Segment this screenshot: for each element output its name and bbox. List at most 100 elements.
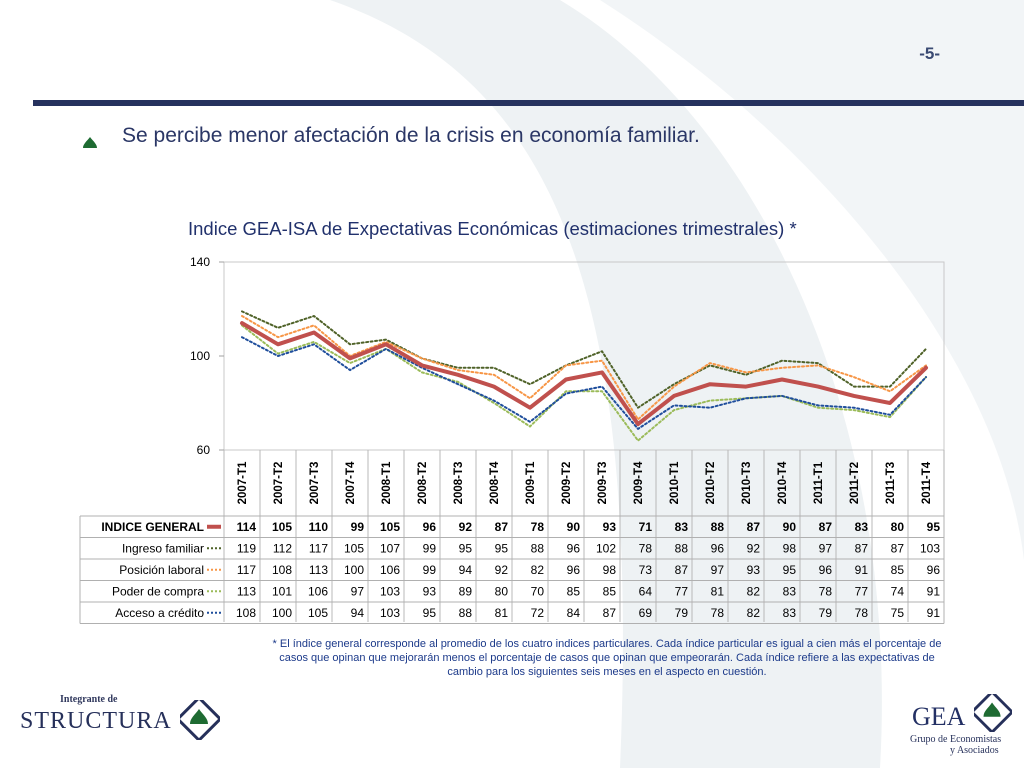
data-cell: 88 bbox=[531, 541, 545, 555]
data-cell: 117 bbox=[237, 563, 256, 577]
data-cell: 75 bbox=[891, 606, 905, 620]
series-line-3 bbox=[241, 324, 927, 442]
data-cell: 82 bbox=[747, 584, 761, 598]
data-cell: 95 bbox=[495, 541, 509, 555]
data-cell: 97 bbox=[819, 541, 833, 555]
data-cell: 78 bbox=[531, 520, 545, 534]
data-cell: 108 bbox=[272, 563, 292, 577]
data-cell: 96 bbox=[711, 541, 725, 555]
data-cell: 106 bbox=[380, 563, 400, 577]
data-cell: 79 bbox=[675, 606, 689, 620]
legend-label: INDICE GENERAL bbox=[101, 520, 204, 534]
data-cell: 85 bbox=[891, 563, 905, 577]
series-line-4 bbox=[241, 336, 927, 430]
data-cell: 91 bbox=[855, 563, 869, 577]
data-cell: 88 bbox=[711, 520, 725, 534]
data-cell: 97 bbox=[351, 584, 365, 598]
gea-logo: GEA Grupo de Economistas y Asociados bbox=[908, 694, 1018, 758]
structura-emblem-icon bbox=[180, 700, 220, 740]
data-cell: 90 bbox=[567, 520, 581, 534]
x-tick-label: 2009-T1 bbox=[525, 461, 537, 504]
data-cell: 96 bbox=[423, 520, 437, 534]
data-cell: 99 bbox=[423, 563, 437, 577]
data-cell: 103 bbox=[380, 606, 400, 620]
data-cell: 100 bbox=[272, 606, 292, 620]
data-cell: 105 bbox=[272, 520, 292, 534]
data-cell: 91 bbox=[927, 606, 941, 620]
data-cell: 100 bbox=[344, 563, 364, 577]
data-cell: 117 bbox=[309, 541, 328, 555]
data-cell: 92 bbox=[459, 520, 473, 534]
data-cell: 70 bbox=[531, 584, 545, 598]
data-cell: 103 bbox=[920, 541, 940, 555]
data-cell: 103 bbox=[380, 584, 400, 598]
data-cell: 83 bbox=[855, 520, 869, 534]
legend-label: Ingreso familiar bbox=[122, 541, 204, 555]
x-tick-label: 2008-T3 bbox=[453, 462, 465, 505]
data-cell: 88 bbox=[675, 541, 689, 555]
data-cell: 119 bbox=[237, 541, 256, 555]
y-tick-label: 100 bbox=[190, 349, 210, 363]
structura-tagline: Integrante de bbox=[60, 694, 118, 705]
legend-label: Acceso a crédito bbox=[115, 606, 204, 620]
data-cell: 72 bbox=[531, 606, 545, 620]
series-line-general bbox=[240, 321, 928, 427]
data-cell: 105 bbox=[344, 541, 364, 555]
x-tick-label: 2007-T4 bbox=[345, 461, 357, 504]
data-cell: 81 bbox=[495, 606, 509, 620]
data-cell: 88 bbox=[459, 606, 473, 620]
data-cell: 78 bbox=[855, 606, 869, 620]
data-cell: 81 bbox=[711, 584, 725, 598]
y-tick-label: 140 bbox=[190, 255, 210, 269]
data-cell: 89 bbox=[459, 584, 473, 598]
data-cell: 96 bbox=[927, 563, 941, 577]
legend-label: Poder de compra bbox=[112, 584, 204, 598]
data-cell: 95 bbox=[783, 563, 797, 577]
y-tick-label: 60 bbox=[197, 443, 211, 457]
data-cell: 92 bbox=[495, 563, 509, 577]
x-tick-label: 2009-T2 bbox=[561, 462, 573, 505]
data-cell: 97 bbox=[711, 563, 725, 577]
series-line-1 bbox=[241, 310, 927, 409]
data-cell: 77 bbox=[855, 584, 869, 598]
data-cell: 69 bbox=[639, 606, 653, 620]
x-tick-label: 2011-T3 bbox=[885, 462, 897, 504]
data-cell: 64 bbox=[639, 584, 653, 598]
data-cell: 106 bbox=[308, 584, 328, 598]
data-cell: 94 bbox=[351, 606, 365, 620]
data-cell: 91 bbox=[927, 584, 941, 598]
data-cell: 96 bbox=[819, 563, 833, 577]
structura-wordmark: STRUCTURA bbox=[20, 708, 172, 734]
x-tick-label: 2007-T1 bbox=[237, 461, 249, 504]
series-line-2 bbox=[241, 315, 927, 421]
data-cell: 90 bbox=[783, 520, 797, 534]
data-cell: 113 bbox=[237, 584, 256, 598]
data-cell: 79 bbox=[819, 606, 833, 620]
x-tick-label: 2008-T1 bbox=[381, 461, 393, 504]
gea-emblem-icon bbox=[974, 694, 1012, 732]
data-cell: 87 bbox=[747, 520, 761, 534]
x-tick-label: 2010-T4 bbox=[777, 461, 789, 504]
data-cell: 98 bbox=[603, 563, 617, 577]
data-cell: 73 bbox=[639, 563, 653, 577]
data-cell: 94 bbox=[459, 563, 473, 577]
data-cell: 108 bbox=[236, 606, 256, 620]
data-cell: 80 bbox=[495, 584, 509, 598]
data-cell: 74 bbox=[891, 584, 905, 598]
data-cell: 95 bbox=[927, 520, 941, 534]
legend-label: Posición laboral bbox=[119, 563, 204, 577]
gea-subtitle-1: Grupo de Economistas bbox=[910, 734, 1002, 745]
data-cell: 92 bbox=[747, 541, 761, 555]
data-cell: 112 bbox=[273, 541, 292, 555]
data-cell: 105 bbox=[308, 606, 328, 620]
x-tick-label: 2010-T3 bbox=[741, 462, 753, 505]
data-cell: 93 bbox=[423, 584, 437, 598]
x-tick-label: 2010-T2 bbox=[705, 462, 717, 505]
data-cell: 78 bbox=[819, 584, 833, 598]
x-tick-label: 2008-T2 bbox=[417, 462, 429, 505]
data-cell: 87 bbox=[675, 563, 689, 577]
data-cell: 87 bbox=[855, 541, 869, 555]
data-cell: 78 bbox=[711, 606, 725, 620]
x-tick-label: 2011-T4 bbox=[921, 461, 933, 504]
